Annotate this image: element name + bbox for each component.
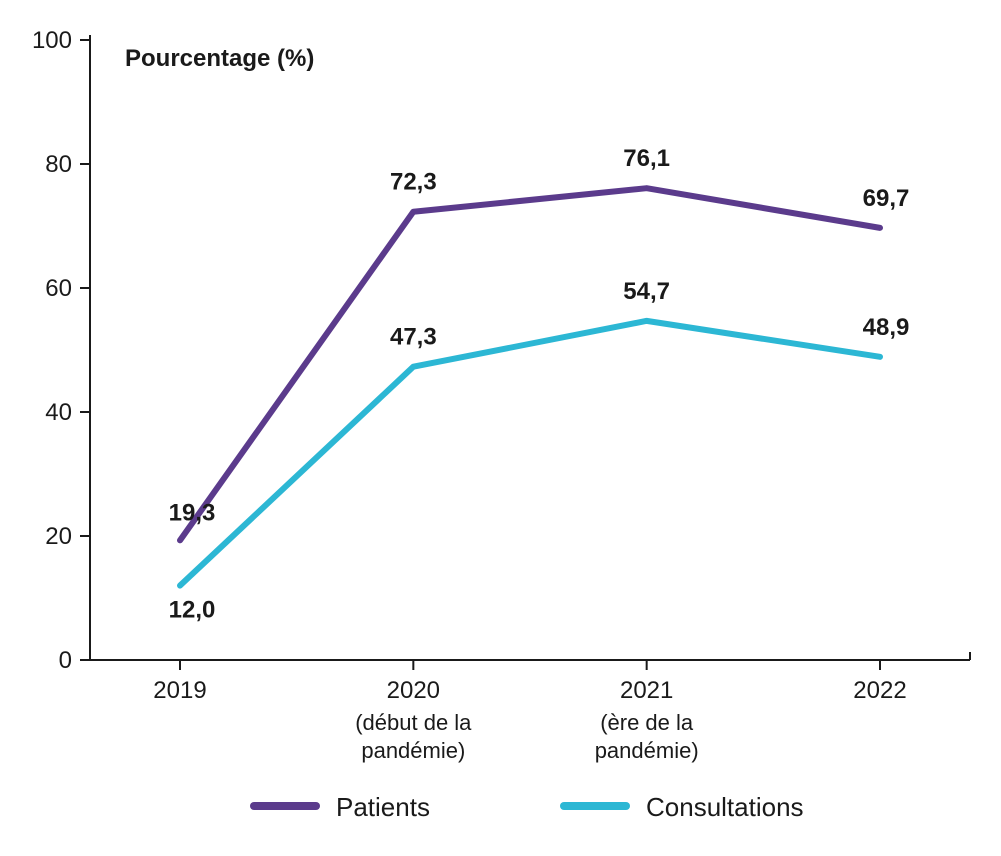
legend-label: Consultations <box>646 792 804 822</box>
x-tick-sublabel: (ère de la <box>600 710 694 735</box>
point-label: 54,7 <box>623 278 670 305</box>
chart-bg <box>0 0 1001 856</box>
line-chart: 0 20 40 60 80 100 Pourcentage (%) 2019 2020 (débu… <box>0 0 1001 856</box>
x-tick-label: 2020 <box>387 677 440 704</box>
x-tick-label: 2019 <box>153 677 206 704</box>
x-tick-sublabel: pandémie) <box>361 738 465 763</box>
point-label: 76,1 <box>623 145 670 172</box>
point-label: 47,3 <box>390 324 437 351</box>
y-tick-label: 60 <box>45 275 72 302</box>
point-label: 72,3 <box>390 169 437 196</box>
x-tick-label: 2021 <box>620 677 673 704</box>
point-label: 69,7 <box>863 185 910 212</box>
point-label: 48,9 <box>863 314 910 341</box>
legend-swatch <box>250 802 320 810</box>
chart-container: 0 20 40 60 80 100 Pourcentage (%) 2019 2020 (débu… <box>0 0 1001 856</box>
y-tick-label: 40 <box>45 399 72 426</box>
y-tick-label: 100 <box>32 27 72 54</box>
x-tick-label: 2022 <box>853 677 906 704</box>
y-axis-title: Pourcentage (%) <box>125 45 314 72</box>
point-label: 19,3 <box>169 499 216 526</box>
legend-label: Patients <box>336 792 430 822</box>
y-tick-label: 20 <box>45 523 72 550</box>
point-label: 12,0 <box>169 597 216 624</box>
legend-swatch <box>560 802 630 810</box>
x-tick-sublabel: (début de la <box>355 710 472 735</box>
y-tick-label: 80 <box>45 151 72 178</box>
x-tick-sublabel: pandémie) <box>595 738 699 763</box>
y-tick-label: 0 <box>59 647 72 674</box>
